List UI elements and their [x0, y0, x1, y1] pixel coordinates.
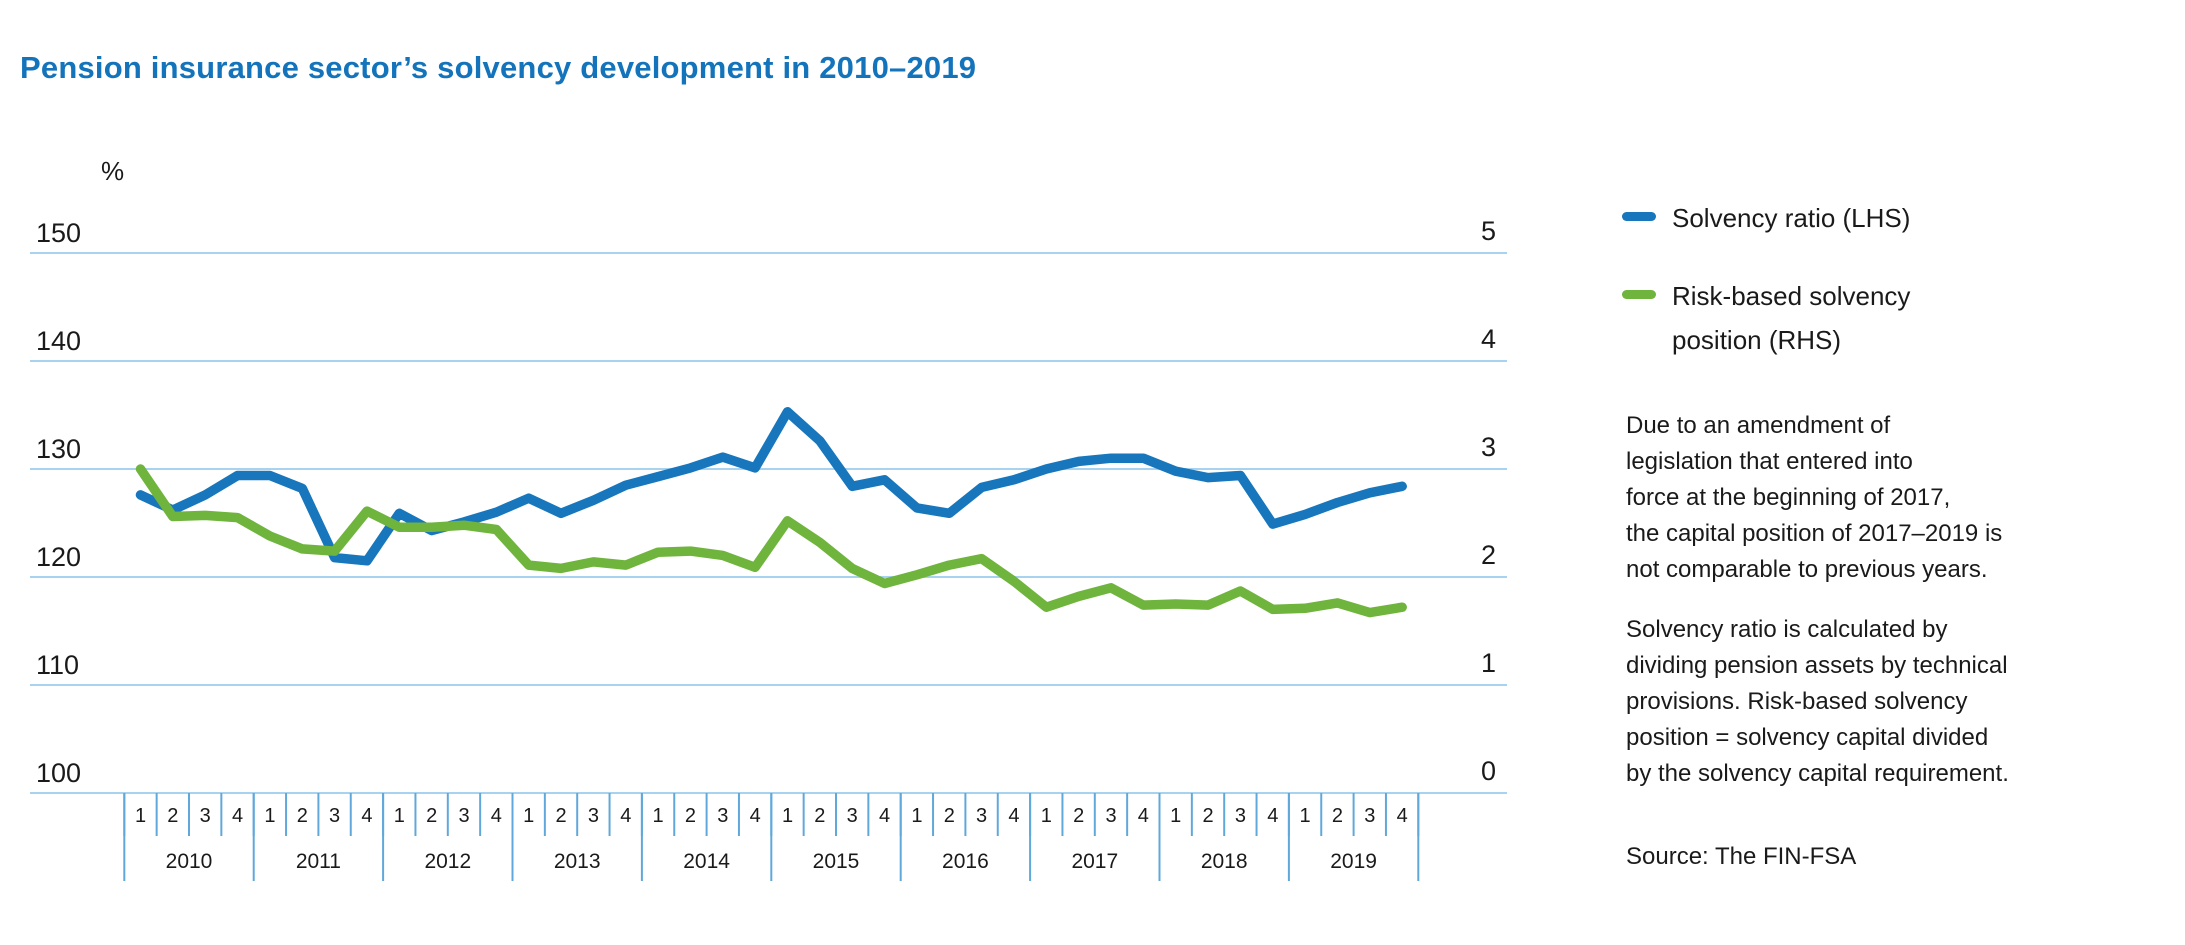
- quarter-label: 4: [361, 805, 372, 827]
- quarter-label: 1: [135, 805, 146, 827]
- right-axis-tick-label: 4: [1481, 324, 1496, 354]
- quarter-label: 3: [1235, 805, 1246, 827]
- quarter-label: 3: [1364, 805, 1375, 827]
- quarter-label: 4: [879, 805, 890, 827]
- right-axis-tick-label: 1: [1481, 648, 1496, 678]
- solvency-ratio-swatch-icon: [1622, 212, 1656, 221]
- quarter-label: 4: [1138, 805, 1149, 827]
- year-label: 2012: [424, 850, 471, 873]
- quarter-label: 1: [782, 805, 793, 827]
- year-label: 2017: [1071, 850, 1118, 873]
- quarter-label: 4: [491, 805, 502, 827]
- year-label: 2016: [942, 850, 989, 873]
- quarter-label: 3: [329, 805, 340, 827]
- quarter-label: 1: [1170, 805, 1181, 827]
- legend-label-solvency-ratio: Solvency ratio (LHS): [1672, 203, 1911, 233]
- quarter-label: 1: [1041, 805, 1052, 827]
- quarter-label: 3: [200, 805, 211, 827]
- quarter-label: 2: [167, 805, 178, 827]
- quarter-label: 4: [1008, 805, 1019, 827]
- legend-item-risk-based: Risk-based solvency position (RHS): [1622, 274, 2052, 362]
- quarter-label: 1: [1300, 805, 1311, 827]
- chart-title: Pension insurance sector’s solvency deve…: [20, 50, 977, 85]
- quarter-label: 2: [814, 805, 825, 827]
- quarter-label: 1: [264, 805, 275, 827]
- quarter-label: 1: [653, 805, 664, 827]
- quarter-label: 3: [976, 805, 987, 827]
- year-label: 2013: [554, 850, 601, 873]
- quarter-label: 2: [944, 805, 955, 827]
- quarter-label: 2: [555, 805, 566, 827]
- quarter-label: 4: [1397, 805, 1408, 827]
- left-axis-tick-label: 120: [36, 542, 81, 572]
- quarter-label: 4: [232, 805, 243, 827]
- quarter-label: 4: [1267, 805, 1278, 827]
- right-axis-tick-label: 3: [1481, 432, 1496, 462]
- left-axis-tick-label: 110: [36, 650, 79, 680]
- year-label: 2015: [813, 850, 860, 873]
- quarter-label: 3: [847, 805, 858, 827]
- year-label: 2019: [1330, 850, 1377, 873]
- right-axis-tick-label: 2: [1481, 540, 1496, 570]
- year-label: 2011: [296, 850, 341, 873]
- quarter-label: 4: [620, 805, 631, 827]
- quarter-label: 2: [297, 805, 308, 827]
- quarter-label: 3: [1105, 805, 1116, 827]
- left-axis-tick-label: 140: [36, 326, 81, 356]
- solvency-ratio-line: [135, 407, 1407, 566]
- note-definitions: Solvency ratio is calculated by dividing…: [1626, 616, 2009, 787]
- quarter-label: 4: [750, 805, 761, 827]
- chart-legend: Solvency ratio (LHS) Risk-based solvency…: [1622, 196, 2052, 396]
- source-text: Source: The FIN-FSA: [1626, 843, 1857, 870]
- quarter-label: 2: [685, 805, 696, 827]
- risk-based-swatch-icon: [1622, 290, 1656, 299]
- risk-based-solvency-position-line: [135, 464, 1407, 618]
- left-axis-tick-label: 100: [36, 758, 81, 788]
- quarter-label: 2: [1332, 805, 1343, 827]
- quarter-label: 3: [717, 805, 728, 827]
- quarter-label: 2: [426, 805, 437, 827]
- quarter-label: 2: [1202, 805, 1213, 827]
- right-axis-tick-label: 0: [1481, 756, 1496, 786]
- year-label: 2018: [1201, 850, 1248, 873]
- left-axis-unit-label: %: [101, 156, 125, 186]
- quarter-label: 3: [588, 805, 599, 827]
- left-axis-tick-label: 150: [36, 218, 81, 248]
- note-amendment: Due to an amendment of legislation that …: [1626, 412, 2003, 583]
- quarter-label: 1: [911, 805, 922, 827]
- right-axis-tick-label: 5: [1481, 216, 1496, 246]
- quarter-label: 1: [394, 805, 405, 827]
- quarter-label: 2: [1073, 805, 1084, 827]
- legend-item-solvency-ratio: Solvency ratio (LHS): [1622, 196, 2052, 240]
- quarter-label: 1: [523, 805, 534, 827]
- left-axis-tick-label: 130: [36, 434, 81, 464]
- year-label: 2014: [683, 850, 730, 873]
- quarter-label: 3: [458, 805, 469, 827]
- legend-label-risk-based: Risk-based solvency position (RHS): [1672, 281, 1911, 355]
- year-label: 2010: [166, 850, 213, 873]
